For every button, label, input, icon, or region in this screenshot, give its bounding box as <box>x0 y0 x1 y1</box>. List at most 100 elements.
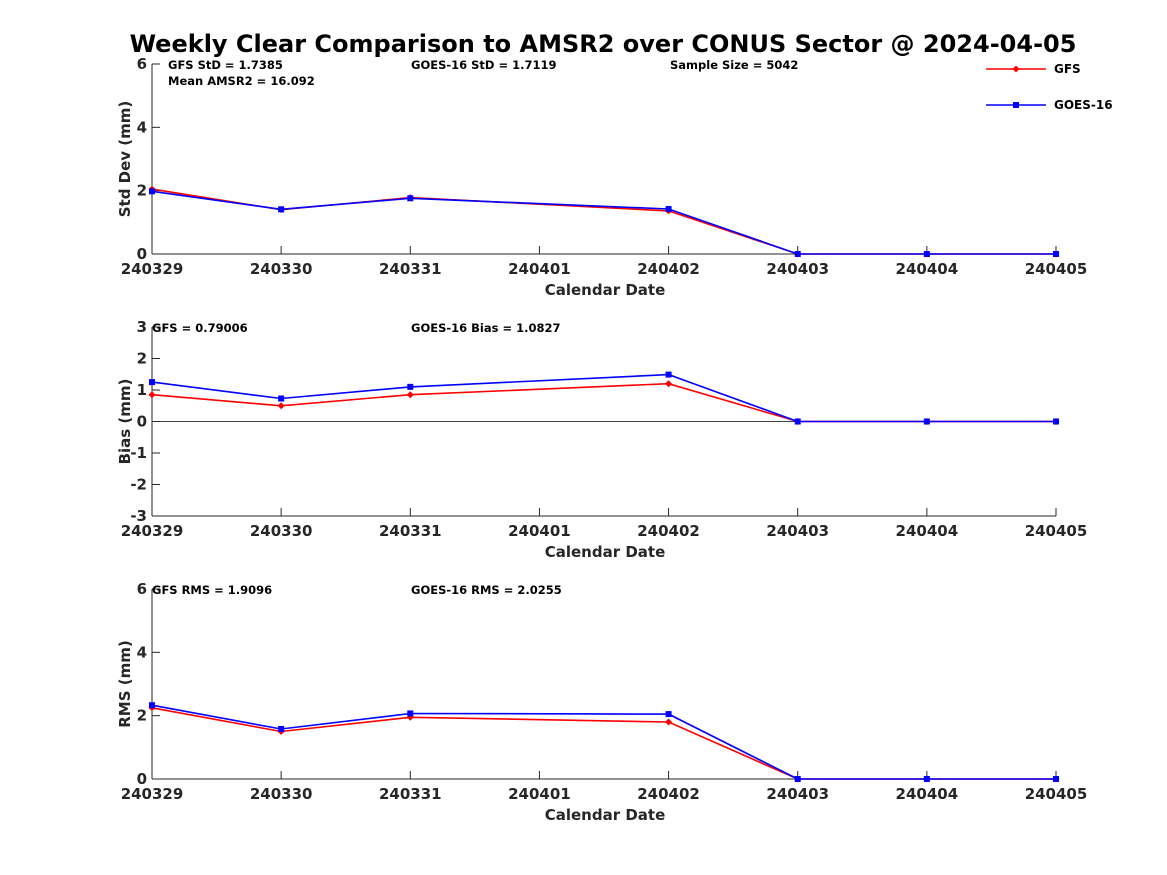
data-point <box>149 702 155 709</box>
stat-annotation: GFS StD = 1.7385 <box>168 58 283 72</box>
x-axis-label: Calendar Date <box>545 806 666 824</box>
stat-annotation: GFS = 0.79006 <box>152 321 248 335</box>
data-point <box>1053 418 1059 425</box>
x-tick-label: 240330 <box>250 260 313 278</box>
y-tick-label: 0 <box>137 413 147 431</box>
x-tick-label: 240401 <box>508 522 571 540</box>
x-tick-label: 240330 <box>250 785 313 803</box>
data-point <box>794 418 801 425</box>
y-tick-label: 3 <box>137 318 147 336</box>
x-tick-label: 240405 <box>1025 522 1088 540</box>
legend-gfs-marker <box>1012 65 1020 73</box>
x-tick-label: 240403 <box>766 522 829 540</box>
legend-goes16-label: GOES-16 <box>1054 98 1113 112</box>
y-tick-label: 4 <box>137 118 147 136</box>
series-line <box>151 382 1056 423</box>
y-tick-label: -1 <box>130 444 147 462</box>
stat-annotation: GOES-16 RMS = 2.0255 <box>411 583 562 597</box>
panel-2: 240329 240330 240331 240401 240402 240403 2404… <box>116 318 1087 561</box>
series-line <box>151 707 1056 780</box>
y-tick-label: 6 <box>137 55 147 73</box>
y-tick-label: 1 <box>137 381 147 399</box>
data-point <box>278 206 285 213</box>
data-point <box>923 418 930 425</box>
panel-3: 240329 240330 240331 240401 240402 240403 2404… <box>116 580 1087 824</box>
data-point <box>407 383 414 390</box>
y-tick-label: 0 <box>137 245 147 263</box>
series-line <box>151 190 1056 255</box>
series-goes16 <box>149 188 1059 257</box>
data-point <box>406 391 414 399</box>
y-tick-label: 6 <box>137 580 147 598</box>
series-gfs <box>148 380 1060 425</box>
stat-annotation: GOES-16 Bias = 1.0827 <box>411 321 560 335</box>
data-point <box>149 379 155 386</box>
data-point <box>278 725 285 732</box>
y-tick-label: 2 <box>137 182 147 200</box>
data-point <box>794 776 801 782</box>
x-tick-label: 240404 <box>896 260 959 278</box>
y-tick-label: 4 <box>137 643 147 661</box>
series-line <box>151 373 1056 423</box>
data-point <box>794 251 801 257</box>
x-tick-label: 240405 <box>1025 785 1088 803</box>
y-axis-label: RMS (mm) <box>116 640 134 727</box>
data-point <box>923 776 930 782</box>
series-line <box>151 704 1056 780</box>
series-gfs <box>148 704 1060 783</box>
x-tick-label: 240402 <box>637 522 700 540</box>
x-tick-label: 240405 <box>1025 260 1088 278</box>
y-axis-label: Std Dev (mm) <box>116 101 134 218</box>
x-tick-label: 240331 <box>379 260 442 278</box>
x-tick-label: 240402 <box>637 785 700 803</box>
data-point <box>665 206 672 213</box>
legend-gfs-label: GFS <box>1054 62 1081 76</box>
stat-annotation: Sample Size = 5042 <box>670 58 798 72</box>
data-point <box>1053 251 1059 257</box>
data-point <box>148 391 156 399</box>
data-point <box>665 371 672 378</box>
x-tick-label: 240404 <box>896 522 959 540</box>
data-point <box>407 710 414 717</box>
x-axis-label: Calendar Date <box>545 281 666 299</box>
series-line <box>151 188 1056 255</box>
x-tick-label: 240402 <box>637 260 700 278</box>
x-tick-label: 240401 <box>508 785 571 803</box>
data-point <box>665 380 673 388</box>
series-goes16 <box>149 702 1059 782</box>
x-tick-label: 240403 <box>766 785 829 803</box>
data-point <box>278 395 285 402</box>
x-tick-label: 240331 <box>379 785 442 803</box>
data-point <box>923 251 930 257</box>
panels: 240329 240330 240331 240401 240402 240403 2404… <box>116 55 1087 824</box>
x-tick-label: 240329 <box>121 260 184 278</box>
y-axis-label: Bias (mm) <box>116 379 134 465</box>
y-tick-label: -3 <box>130 507 147 525</box>
series-goes16 <box>149 371 1059 425</box>
x-tick-label: 240401 <box>508 260 571 278</box>
x-tick-label: 240329 <box>121 785 184 803</box>
stat-annotation: Mean AMSR2 = 16.092 <box>168 74 315 88</box>
stat-annotation: GOES-16 StD = 1.7119 <box>411 58 556 72</box>
x-tick-label: 240403 <box>766 260 829 278</box>
x-axis-label: Calendar Date <box>545 543 666 561</box>
chart-title: Weekly Clear Comparison to AMSR2 over CO… <box>130 30 1077 58</box>
data-point <box>665 718 673 726</box>
x-tick-label: 240330 <box>250 522 313 540</box>
y-tick-label: -2 <box>130 476 147 494</box>
panel-1: 240329 240330 240331 240401 240402 240403 2404… <box>116 55 1087 299</box>
series-gfs <box>148 185 1060 258</box>
legend: GFS GOES-16 <box>986 62 1113 112</box>
y-tick-label: 2 <box>137 707 147 725</box>
y-tick-label: 0 <box>137 770 147 788</box>
x-tick-label: 240331 <box>379 522 442 540</box>
data-point <box>277 402 285 410</box>
data-point <box>407 195 414 202</box>
legend-goes16-marker <box>1013 102 1019 108</box>
x-tick-label: 240329 <box>121 522 184 540</box>
data-point <box>1053 776 1059 782</box>
data-point <box>149 188 155 195</box>
y-tick-label: 2 <box>137 350 147 368</box>
x-tick-label: 240404 <box>896 785 959 803</box>
